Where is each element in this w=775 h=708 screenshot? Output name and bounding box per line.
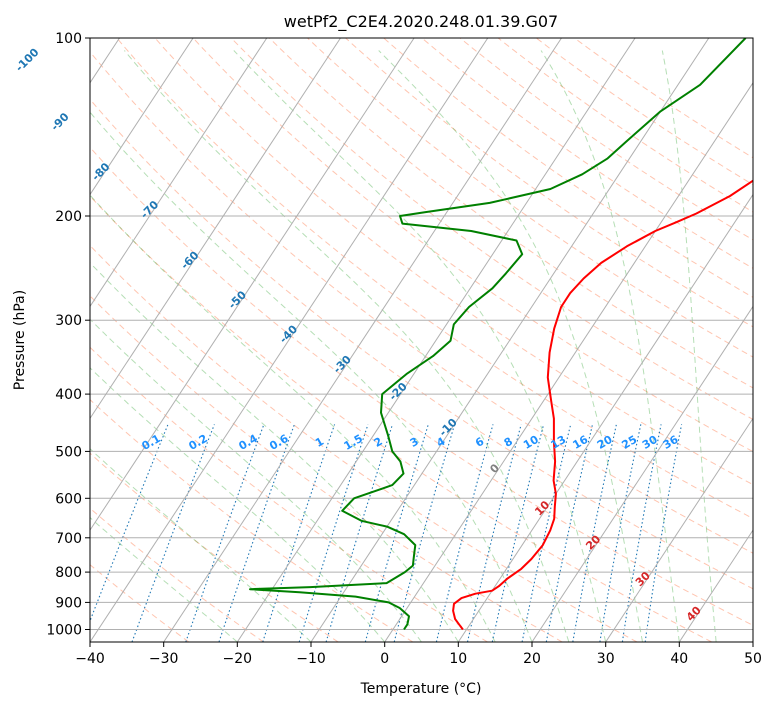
dry-adiabat-line	[535, 38, 753, 186]
mixing-ratio-line	[131, 424, 215, 642]
moist-adiabat-line	[233, 50, 607, 642]
isotherm-line	[90, 38, 415, 532]
dry-adiabat-line	[90, 398, 414, 642]
isotherm-line	[90, 38, 341, 420]
isotherm-line	[457, 193, 753, 642]
dry-adiabat-line	[230, 38, 753, 420]
isotherm-line	[90, 38, 194, 196]
dry-adiabat-line	[383, 38, 753, 298]
mixing-ratio-line	[435, 424, 494, 642]
y-tick-label: 700	[55, 531, 82, 547]
mixing-ratio-line	[621, 424, 662, 642]
isotherm-line	[605, 417, 753, 642]
dry-adiabat-line	[90, 295, 563, 642]
mixing-ratio-line	[466, 424, 522, 642]
dry-adiabat-line	[90, 452, 339, 642]
mixing-ratio-line	[364, 424, 429, 642]
mixing-ratio-line	[572, 424, 617, 642]
x-axis-label: Temperature (°C)	[360, 681, 482, 697]
dry-adiabat-line	[90, 146, 753, 626]
dry-adiabat-line	[90, 98, 753, 590]
mixing-ratio-line	[521, 424, 572, 642]
y-tick-label: 900	[55, 595, 82, 611]
dry-adiabat-line	[459, 38, 753, 241]
x-tick-label: 10	[449, 651, 467, 667]
plot-frame	[89, 37, 754, 643]
axis-ticks: −40 −30 −20 −10 0 10 20 30 40 50 100 200 300 400 500 60…	[46, 31, 762, 667]
dry-adiabat-line	[421, 38, 753, 269]
y-tick-label: 500	[55, 444, 82, 460]
dry-adiabat-line	[116, 38, 753, 520]
y-tick-label: 800	[55, 565, 82, 581]
y-tick-label: 400	[55, 387, 82, 403]
dry-adiabat-line	[497, 38, 753, 213]
isotherm-line	[236, 38, 636, 642]
dry-adiabat-line	[90, 244, 638, 642]
mixing-ratio-line	[491, 424, 545, 642]
x-tick-label: 0	[380, 651, 389, 667]
isotherm-line	[90, 38, 268, 308]
mixing-ratio-line	[90, 424, 169, 623]
moist-adiabat-line	[661, 50, 717, 642]
x-tick-label: −40	[75, 651, 105, 667]
mixing-ratio-line	[325, 424, 394, 642]
mixing-ratio-line	[644, 424, 683, 642]
y-tick-label: 300	[55, 313, 82, 329]
grid-lines	[90, 38, 753, 642]
moist-adiabat-line	[540, 50, 680, 642]
mixing-ratio-line	[185, 424, 265, 642]
dry-adiabat-line	[574, 38, 753, 159]
mixing-ratio-line	[599, 424, 642, 642]
mixing-ratio-line	[545, 424, 594, 642]
x-tick-label: 50	[744, 651, 762, 667]
y-tick-label: 1000	[46, 623, 82, 639]
x-tick-label: −20	[223, 651, 253, 667]
moist-adiabat-line	[90, 367, 386, 642]
moist-adiabat-line	[378, 50, 643, 642]
isotherm-line	[90, 38, 489, 642]
x-tick-label: −10	[296, 651, 326, 667]
y-tick-label: 200	[55, 209, 82, 225]
temperature-profile-line	[452, 179, 753, 631]
dry-adiabat-line	[269, 38, 753, 389]
isotherm-line	[384, 81, 753, 642]
y-axis-label: Pressure (hPa)	[12, 290, 28, 390]
x-tick-label: 30	[597, 651, 615, 667]
y-tick-label: 100	[55, 31, 82, 47]
isotherm-line	[310, 38, 710, 642]
moist-adiabat-line	[90, 111, 533, 642]
moist-adiabat-line	[124, 50, 570, 642]
isotherm-line	[531, 305, 753, 642]
y-tick-label: 600	[55, 491, 82, 507]
dry-adiabat-line	[90, 51, 753, 554]
x-tick-label: 40	[670, 651, 688, 667]
isotherm-line	[678, 529, 753, 642]
mixing-ratio-line	[393, 424, 456, 642]
isotherm-line	[163, 38, 562, 642]
dry-adiabat-line	[192, 38, 753, 453]
moist-adiabat-line	[90, 262, 459, 642]
background-lines	[90, 38, 753, 642]
data-series	[249, 38, 753, 631]
chart-title: wetPf2_C2E4.2020.248.01.39.G07	[284, 12, 558, 32]
x-tick-label: 20	[523, 651, 541, 667]
dewpoint-profile-line	[249, 38, 747, 631]
x-tick-label: −30	[149, 651, 179, 667]
